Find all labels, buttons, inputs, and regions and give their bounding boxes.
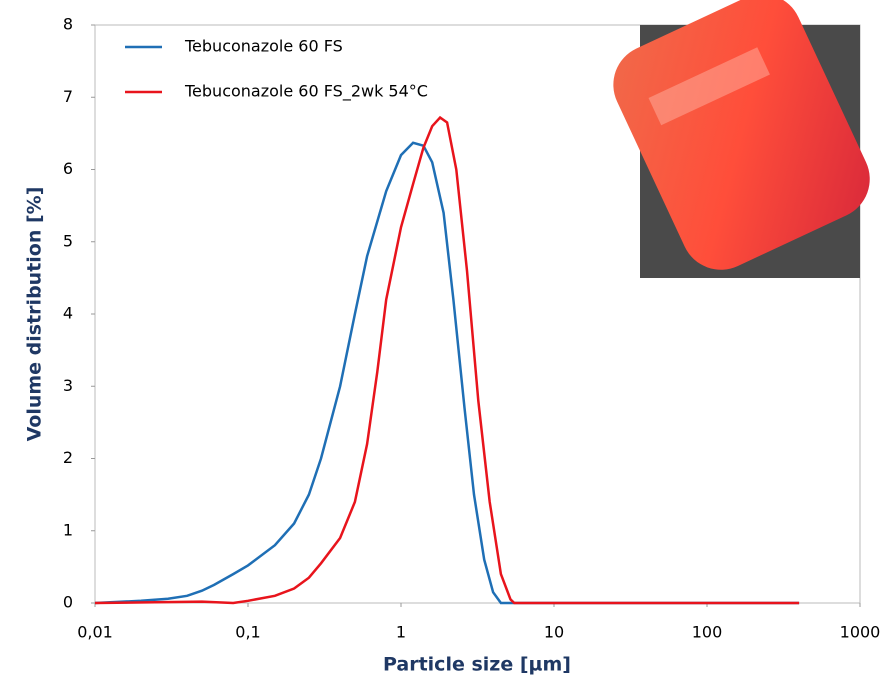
x-axis-title: Particle size [µm] xyxy=(383,654,571,676)
y-tick-label: 1 xyxy=(63,520,73,539)
y-tick-label: 2 xyxy=(63,448,73,467)
x-tick-label: 0,1 xyxy=(235,623,260,642)
legend-label: Tebuconazole 60 FS_2wk 54°C xyxy=(184,82,428,102)
x-tick-label: 10 xyxy=(544,623,564,642)
y-tick-label: 4 xyxy=(63,304,73,323)
series-line xyxy=(94,115,800,605)
y-tick-label: 7 xyxy=(63,87,73,106)
series-line xyxy=(94,141,800,605)
y-tick-label: 8 xyxy=(63,15,73,34)
y-tick-label: 3 xyxy=(63,376,73,395)
y-tick-label: 6 xyxy=(63,159,73,178)
y-tick-label: 5 xyxy=(63,231,73,250)
inset-photo xyxy=(613,0,870,278)
y-tick-label: 0 xyxy=(63,593,73,612)
x-tick-label: 100 xyxy=(692,623,723,642)
x-tick-label: 1 xyxy=(396,623,406,642)
x-tick-label: 1000 xyxy=(840,623,881,642)
legend-label: Tebuconazole 60 FS xyxy=(184,37,343,56)
y-axis-title: Volume distribution [%] xyxy=(24,187,46,442)
x-tick-label: 0,01 xyxy=(77,623,113,642)
